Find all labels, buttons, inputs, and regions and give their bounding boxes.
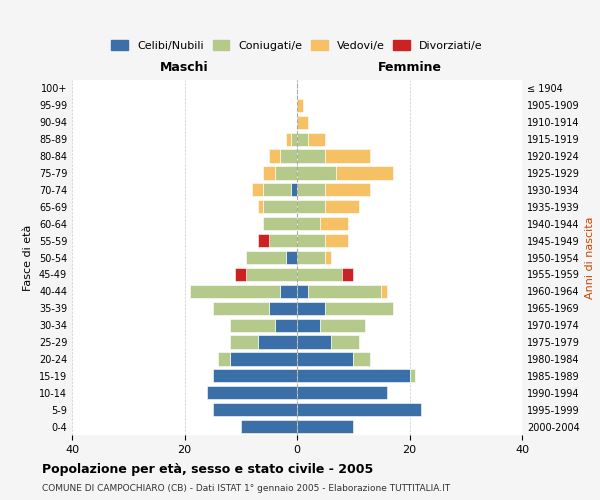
Bar bbox=[297, 251, 325, 264]
Bar bbox=[297, 420, 353, 433]
Bar bbox=[297, 352, 353, 366]
Bar bbox=[275, 318, 297, 332]
Bar bbox=[325, 302, 392, 315]
Legend: Celibi/Nubili, Coniugati/e, Vedovi/e, Divorziati/e: Celibi/Nubili, Coniugati/e, Vedovi/e, Di… bbox=[107, 36, 487, 56]
Bar bbox=[297, 268, 342, 281]
Text: Popolazione per età, sesso e stato civile - 2005: Popolazione per età, sesso e stato civil… bbox=[42, 462, 373, 475]
Bar bbox=[252, 184, 263, 196]
Bar bbox=[297, 150, 325, 162]
Bar bbox=[320, 217, 347, 230]
Bar bbox=[297, 200, 325, 213]
Bar bbox=[190, 284, 280, 298]
Bar bbox=[257, 200, 263, 213]
Bar bbox=[297, 166, 337, 179]
Text: Femmine: Femmine bbox=[377, 61, 442, 74]
Bar bbox=[409, 369, 415, 382]
Bar bbox=[353, 352, 370, 366]
Bar bbox=[292, 132, 297, 146]
Bar bbox=[269, 302, 297, 315]
Bar bbox=[263, 166, 275, 179]
Bar bbox=[212, 369, 297, 382]
Bar bbox=[280, 284, 297, 298]
Y-axis label: Fasce di età: Fasce di età bbox=[23, 224, 33, 290]
Bar bbox=[297, 99, 302, 112]
Bar bbox=[297, 184, 325, 196]
Bar bbox=[297, 318, 320, 332]
Bar bbox=[297, 369, 409, 382]
Bar bbox=[297, 386, 387, 400]
Bar bbox=[269, 234, 297, 247]
Bar bbox=[229, 336, 257, 348]
Bar bbox=[325, 200, 359, 213]
Bar bbox=[286, 251, 297, 264]
Bar bbox=[235, 268, 247, 281]
Bar bbox=[382, 284, 387, 298]
Bar bbox=[247, 251, 286, 264]
Bar bbox=[297, 302, 325, 315]
Bar bbox=[325, 234, 347, 247]
Bar bbox=[280, 150, 297, 162]
Bar bbox=[229, 318, 275, 332]
Bar bbox=[263, 200, 297, 213]
Bar bbox=[263, 217, 297, 230]
Bar bbox=[257, 336, 297, 348]
Bar bbox=[212, 302, 269, 315]
Bar bbox=[269, 150, 280, 162]
Bar bbox=[263, 184, 292, 196]
Y-axis label: Anni di nascita: Anni di nascita bbox=[585, 216, 595, 298]
Bar bbox=[241, 420, 297, 433]
Bar bbox=[286, 132, 292, 146]
Bar bbox=[308, 284, 382, 298]
Bar bbox=[207, 386, 297, 400]
Bar bbox=[325, 251, 331, 264]
Bar bbox=[247, 268, 297, 281]
Bar bbox=[229, 352, 297, 366]
Bar bbox=[297, 132, 308, 146]
Bar bbox=[297, 284, 308, 298]
Bar bbox=[342, 268, 353, 281]
Bar bbox=[297, 234, 325, 247]
Bar bbox=[257, 234, 269, 247]
Bar bbox=[297, 116, 308, 129]
Bar bbox=[297, 403, 421, 416]
Bar bbox=[218, 352, 229, 366]
Text: Maschi: Maschi bbox=[160, 61, 209, 74]
Bar bbox=[297, 217, 320, 230]
Bar bbox=[337, 166, 392, 179]
Bar bbox=[212, 403, 297, 416]
Bar bbox=[320, 318, 365, 332]
Bar bbox=[325, 184, 370, 196]
Bar bbox=[275, 166, 297, 179]
Bar bbox=[308, 132, 325, 146]
Bar bbox=[292, 184, 297, 196]
Bar bbox=[325, 150, 370, 162]
Text: COMUNE DI CAMPOCHIARO (CB) - Dati ISTAT 1° gennaio 2005 - Elaborazione TUTTITALI: COMUNE DI CAMPOCHIARO (CB) - Dati ISTAT … bbox=[42, 484, 450, 493]
Bar bbox=[297, 336, 331, 348]
Bar bbox=[331, 336, 359, 348]
